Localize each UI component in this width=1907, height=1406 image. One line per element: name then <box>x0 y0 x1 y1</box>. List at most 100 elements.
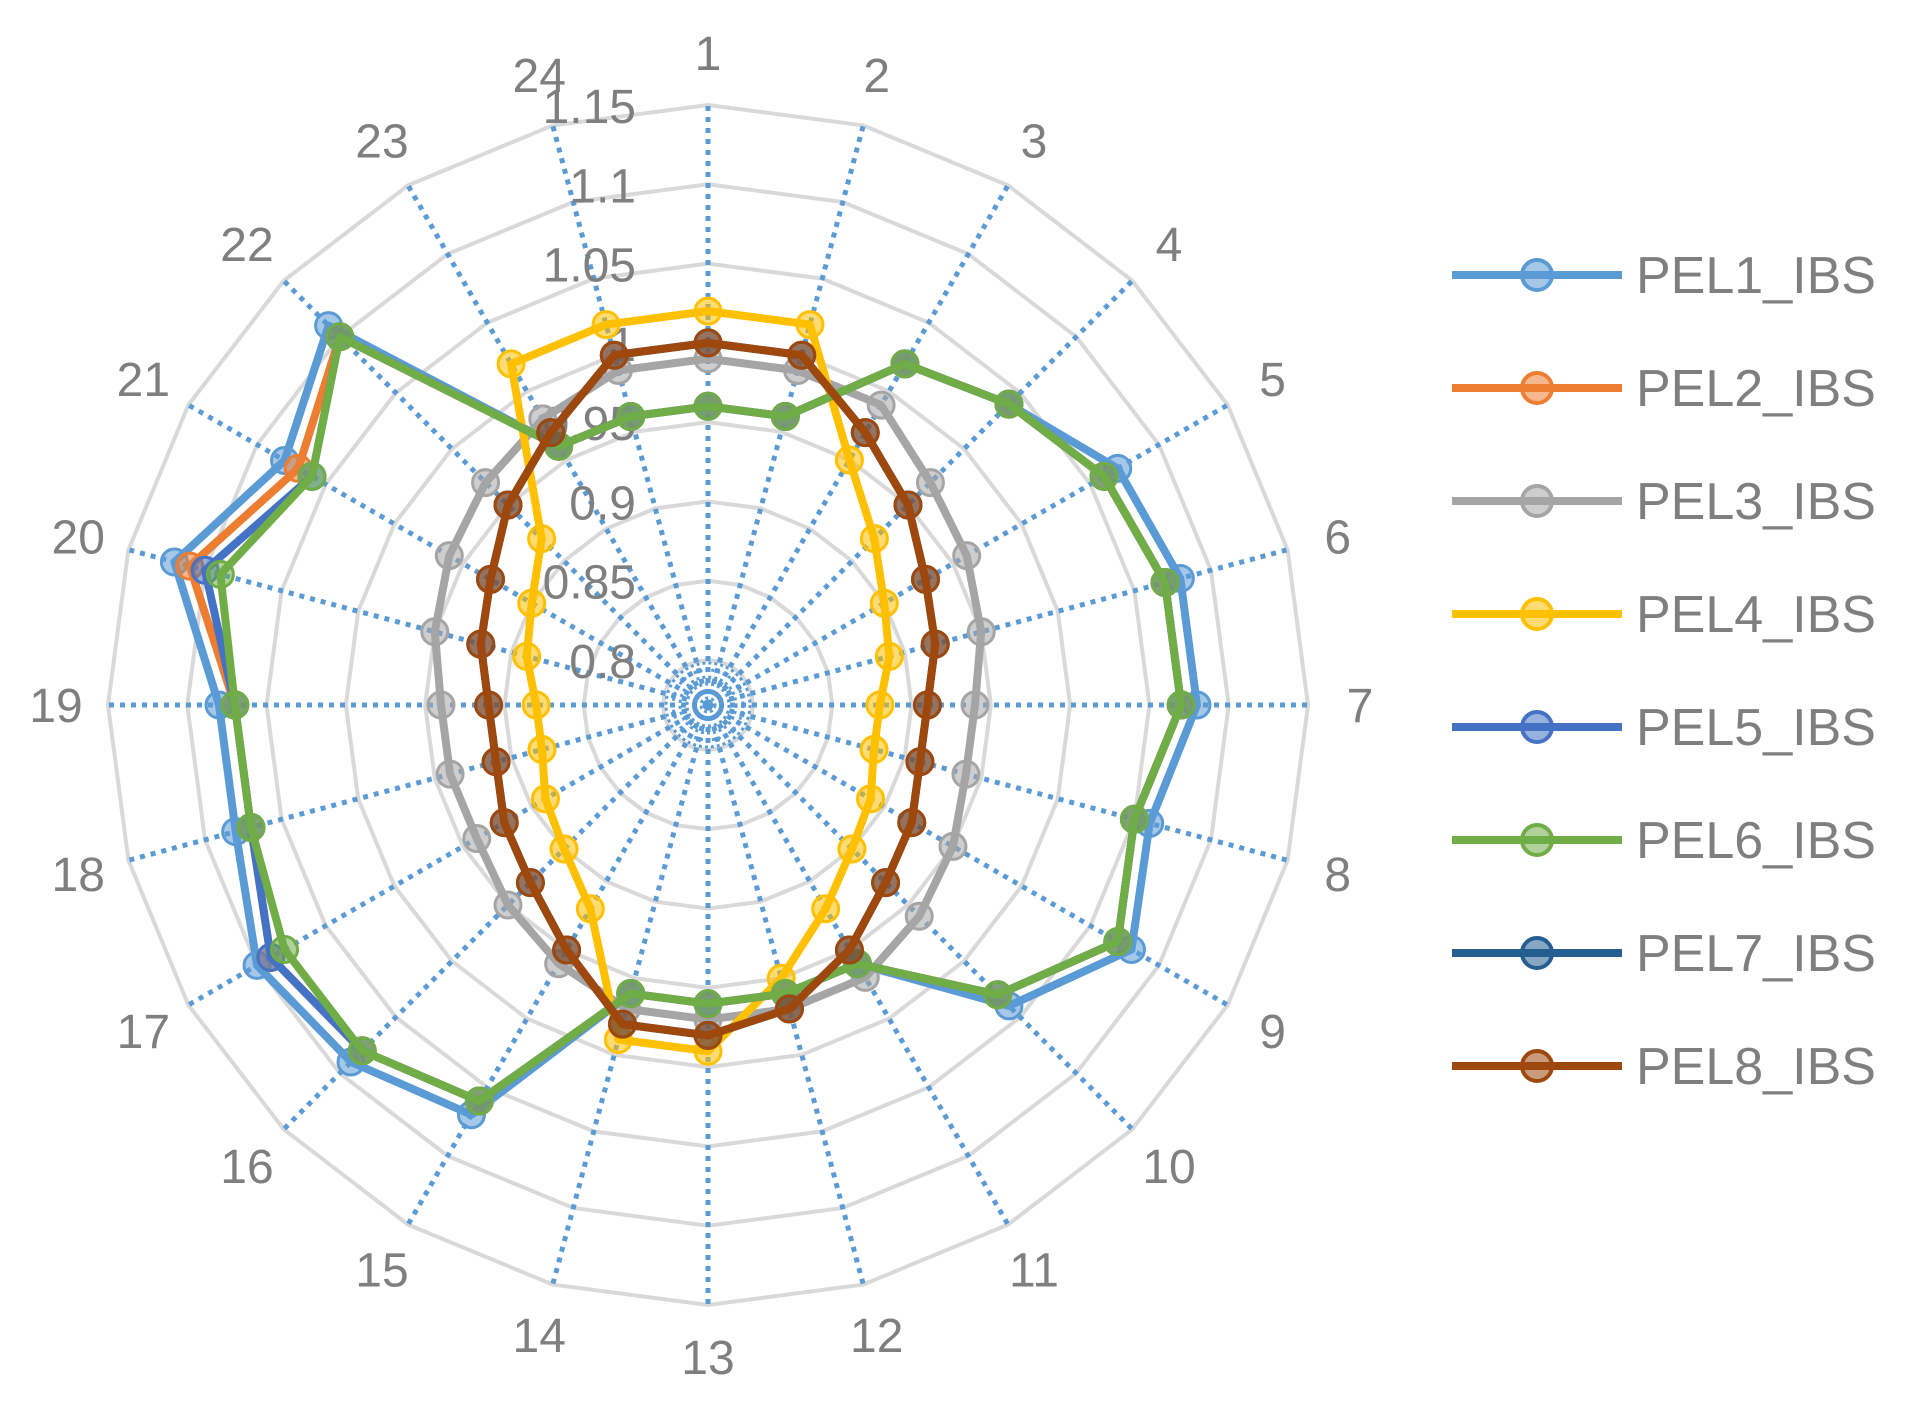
legend-item: PEL1_IBS <box>1452 247 1876 305</box>
category-label: 11 <box>1009 1245 1059 1298</box>
legend-label: PEL6_IBS <box>1636 812 1876 870</box>
category-label: 12 <box>850 1310 903 1363</box>
legend-label: PEL1_IBS <box>1636 247 1876 305</box>
series-point <box>575 894 605 924</box>
series-point <box>811 894 841 924</box>
legend-label: PEL8_IBS <box>1636 1038 1876 1096</box>
category-label: 22 <box>220 219 273 272</box>
series-point <box>462 824 492 853</box>
series-point <box>521 690 551 720</box>
spoke-18 <box>127 702 709 863</box>
series-point <box>1119 804 1149 834</box>
category-label: 13 <box>681 1332 734 1385</box>
category-label: 4 <box>1156 219 1183 272</box>
legend-label: PEL2_IBS <box>1636 360 1876 418</box>
category-label: 7 <box>1347 680 1374 733</box>
legend-item: PEL8_IBS <box>1452 1038 1876 1096</box>
series-point <box>527 524 557 554</box>
series-point <box>512 641 542 671</box>
series-point <box>938 831 968 861</box>
spoke-6 <box>707 547 1289 708</box>
series-point <box>607 1009 637 1039</box>
legend-item: PEL4_IBS <box>1452 586 1876 644</box>
series-point <box>435 759 465 789</box>
grid-ring-1.15 <box>105 102 1311 1308</box>
series-point <box>869 588 899 618</box>
category-label: 6 <box>1324 511 1351 564</box>
series-point <box>966 617 996 647</box>
series-point <box>693 989 723 1019</box>
series-point <box>865 690 895 720</box>
legend-item: PEL7_IBS <box>1452 925 1876 983</box>
series-point <box>220 690 250 720</box>
legend-marker <box>1520 936 1554 970</box>
tick-label: 0.8 <box>569 636 636 689</box>
series-point <box>787 340 817 370</box>
series-point <box>1103 927 1133 957</box>
series-point <box>983 980 1013 1010</box>
legend-marker <box>1520 484 1554 518</box>
legend-marker <box>1520 823 1554 857</box>
series-point <box>466 629 496 659</box>
center-ring <box>699 696 717 714</box>
category-label: 2 <box>863 50 890 103</box>
category-label: 21 <box>117 354 170 407</box>
series-point <box>994 389 1024 419</box>
series-point <box>536 418 566 448</box>
series-point <box>236 812 266 842</box>
series-point <box>325 322 355 352</box>
legend-marker <box>1520 710 1554 744</box>
tick-label: 1.15 <box>543 81 636 134</box>
legend-label: PEL5_IBS <box>1636 699 1876 757</box>
tick-label: 1.1 <box>569 160 636 213</box>
series-point <box>834 445 864 475</box>
series-point <box>515 868 545 898</box>
series-point <box>850 418 880 448</box>
series-point <box>205 559 235 589</box>
series-point <box>905 747 935 777</box>
spoke-16 <box>281 703 710 1132</box>
series-point <box>1089 461 1119 491</box>
series-point <box>795 310 825 340</box>
series-point <box>496 349 526 379</box>
category-label: 19 <box>29 680 82 733</box>
tick-label: 1.05 <box>543 240 636 293</box>
center-ring <box>664 661 752 749</box>
category-label: 16 <box>220 1141 273 1194</box>
series-point <box>474 690 504 720</box>
radar-spokes <box>108 105 1308 1305</box>
legend-item: PEL2_IBS <box>1452 360 1876 418</box>
category-label: 17 <box>117 1006 170 1059</box>
series-point <box>834 935 864 965</box>
legend-item: PEL3_IBS <box>1452 473 1876 531</box>
legend-marker <box>1520 1049 1554 1083</box>
series-point <box>960 690 990 720</box>
series-point <box>1166 690 1196 720</box>
series-point <box>476 564 506 594</box>
legend-label: PEL7_IBS <box>1636 925 1876 983</box>
category-label: 10 <box>1142 1141 1195 1194</box>
series-point <box>693 391 723 421</box>
series-point <box>693 328 723 358</box>
series-point <box>770 401 800 431</box>
series-point <box>951 759 981 789</box>
series-point <box>890 349 920 379</box>
series-PEL6_IBS <box>205 322 1196 1116</box>
legend-marker <box>1520 371 1554 405</box>
spoke-8 <box>707 702 1289 863</box>
series-point <box>693 296 723 326</box>
series-point <box>527 734 557 764</box>
series-point <box>347 1036 377 1066</box>
legend-marker <box>1520 258 1554 292</box>
category-label: 3 <box>1021 115 1048 168</box>
series-point <box>481 747 511 777</box>
series-point <box>893 490 923 520</box>
category-label: 14 <box>513 1310 566 1363</box>
center-ring <box>678 675 738 735</box>
series-point <box>591 310 621 340</box>
category-label: 1 <box>695 28 722 81</box>
grid-ring-0.95 <box>423 420 993 990</box>
series-point <box>837 834 867 864</box>
